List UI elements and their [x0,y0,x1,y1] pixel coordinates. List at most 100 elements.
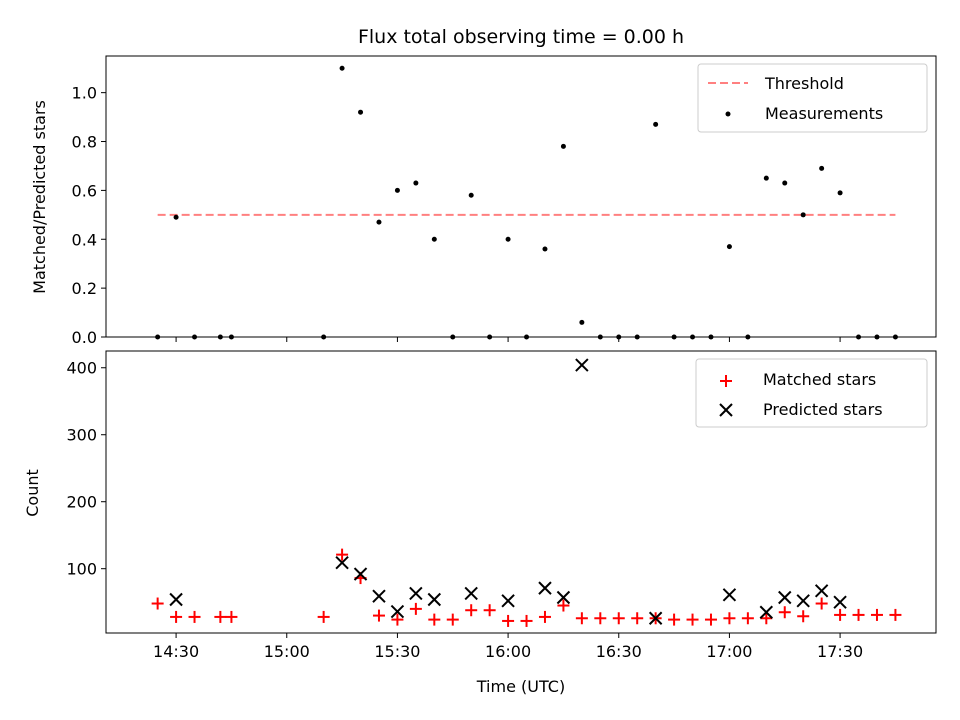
predicted-stars-point [353,567,368,581]
predicted-stars-point [575,358,589,372]
measurements-point [468,192,474,198]
predicted-stars-point [814,584,829,598]
matched-stars-point [594,612,607,625]
x-axis-label: Time (UTC) [476,677,565,696]
predicted-stars-point [390,604,405,619]
measurements-point [763,175,769,181]
matched-stars-point [520,614,533,627]
top-y-tick-label: 1.0 [72,84,97,103]
top-legend-box [697,63,928,133]
matched-stars-point [741,612,754,625]
chart-title: Flux total observing time = 0.00 h [358,26,684,48]
measurements-point [579,319,585,325]
x-tick-label: 15:00 [264,642,310,661]
bottom-plot-frame [105,350,937,634]
measurements-point [431,236,437,242]
predicted-stars-point [538,581,552,595]
x-tick-label: 17:00 [706,642,752,661]
matched-stars-point [225,610,238,623]
bottom-legend: Matched stars Predicted stars [695,358,928,428]
measurements-point [542,246,548,252]
matched-stars-point [834,608,847,621]
measurements-point [505,236,511,242]
bottom-legend-box [695,358,928,428]
measurements-point [782,180,788,186]
top-y-tick-label: 0.2 [72,279,97,298]
matched-stars-point [538,610,551,623]
matched-stars-point [557,599,570,612]
matched-stars-point [760,612,773,625]
legend-measurements-swatch [725,111,731,117]
matched-stars-point [502,614,515,627]
matched-stars-point [465,604,478,617]
measurements-point [819,165,825,171]
predicted-stars-point [501,594,515,608]
predicted-stars-point [759,605,774,619]
top-y-tick-label: 0.4 [72,230,97,249]
predicted-stars-point [778,590,792,605]
top-y-tick-label: 0.0 [72,328,97,347]
top-legend: Threshold Measurements [697,63,928,133]
legend-threshold-label: Threshold [764,74,844,93]
measurements-point [413,180,419,186]
bottom-y-tick-label: 200 [66,493,97,512]
top-y-tick-label: 0.8 [72,133,97,152]
matched-stars-point [317,610,330,623]
bottom-y-tick-label: 400 [66,359,97,378]
measurements-point [358,109,364,115]
matched-stars-point [336,548,349,561]
measurements-point [173,214,179,220]
bottom-y-axis-label: Count [23,469,42,517]
matched-stars-point [686,613,699,626]
matched-stars-point [409,602,422,615]
x-tick-label: 14:30 [153,642,199,661]
matched-stars-point [612,612,625,625]
predicted-stars-point [409,586,423,601]
matched-stars-point [446,613,459,626]
bottom-y-tick-label: 300 [66,426,97,445]
matched-stars-point [151,597,164,610]
measurements-point [837,190,843,196]
matched-stars-point [704,613,717,626]
matched-stars-point [668,613,681,626]
matched-stars-point [428,613,441,626]
x-tick-label: 17:30 [817,642,863,661]
matched-stars-point [815,597,828,610]
measurements-point [376,219,382,225]
top-panel: 0.0 0.2 0.4 0.6 0.8 1.0 Matched/Predicted sta… [30,55,937,347]
bottom-y-tick-label: 100 [66,560,97,579]
predicted-stars-point [464,586,478,601]
predicted-stars-point [833,595,847,609]
matched-stars-point [188,610,201,623]
matched-stars-point [575,612,588,625]
matched-stars-point [870,608,883,621]
measurements-point [800,212,806,218]
top-plot-frame [105,55,937,338]
measurements-point [339,65,345,71]
predicted-stars-point [796,594,810,608]
predicted-stars-point [169,592,183,607]
predicted-stars-point [722,588,737,602]
legend-matched-label: Matched stars [763,370,876,389]
legend-matched-swatch [720,375,732,387]
measurements-point [560,143,566,149]
measurements-point [653,121,659,127]
matched-stars-point [723,612,736,625]
matched-stars-point [797,610,810,623]
x-tick-label: 16:30 [596,642,642,661]
matched-stars-point [214,610,227,623]
matched-stars-point [391,613,404,626]
measurements-point [394,187,400,193]
predicted-stars-point [556,590,571,605]
matched-stars-point [852,608,865,621]
predicted-stars-point [335,555,349,570]
matched-stars-point [170,610,183,623]
x-tick-label: 16:00 [485,642,531,661]
matched-stars-point [778,606,791,619]
bottom-panel: 100 200 300 400 14:30 15:00 15:30 16:00 16:30 17:… [23,350,937,661]
matched-stars-point [889,608,902,621]
predicted-stars-point [427,592,442,607]
legend-predicted-label: Predicted stars [763,400,883,419]
x-tick-label: 15:30 [374,642,420,661]
